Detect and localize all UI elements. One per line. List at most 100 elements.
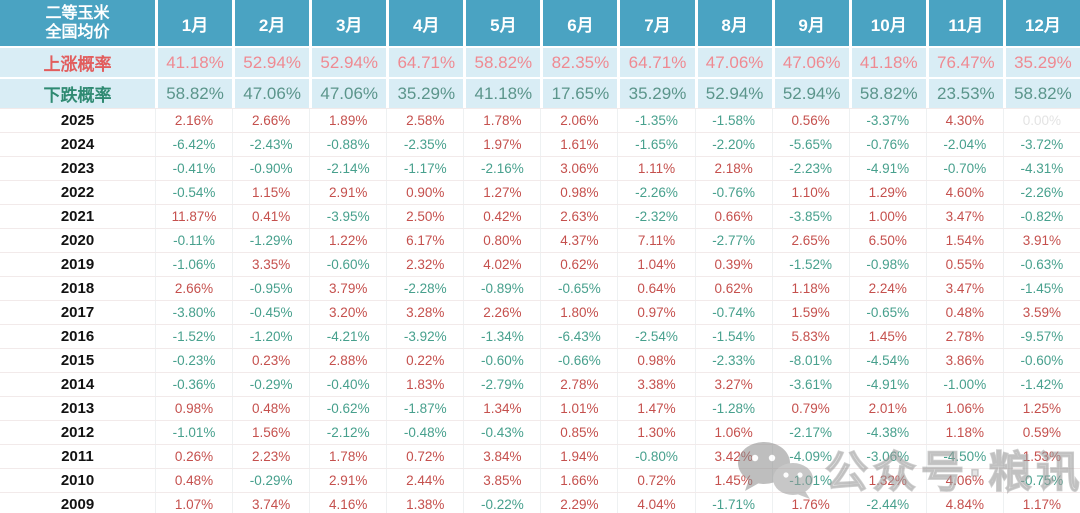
rise-probability-value: 47.06% <box>694 48 772 77</box>
value-cell: -0.75% <box>1002 469 1080 492</box>
value-cell: -2.33% <box>694 349 772 372</box>
value-cell: 0.90% <box>386 181 463 204</box>
value-cell: -3.61% <box>771 373 849 396</box>
value-cell: 3.74% <box>232 493 309 513</box>
value-cell: -3.72% <box>1002 133 1080 156</box>
value-cell: 4.02% <box>463 253 540 276</box>
value-cell: 1.89% <box>309 109 386 132</box>
value-cell: -0.90% <box>232 157 309 180</box>
value-cell: -3.85% <box>771 205 849 228</box>
value-cell: -1.20% <box>232 325 309 348</box>
value-cell: 1.78% <box>463 109 540 132</box>
value-cell: 1.30% <box>617 421 694 444</box>
value-cell: 1.18% <box>925 421 1003 444</box>
value-cell: 4.30% <box>925 109 1003 132</box>
month-header-6: 6月 <box>540 0 617 46</box>
month-header-1: 1月 <box>155 0 232 46</box>
year-label: 2019 <box>60 256 95 273</box>
month-header-11: 11月 <box>925 0 1003 46</box>
value-cell: -0.22% <box>463 493 540 513</box>
value-cell: -4.38% <box>848 421 926 444</box>
value-cell: 1.66% <box>540 469 617 492</box>
value-cell: 0.48% <box>925 301 1003 324</box>
year-row-2011: 2011 0.26% 2.23% 1.78% 0.72% 3.84% 1.94% -0.80%… <box>0 444 1080 468</box>
value-cell: 0.97% <box>617 301 694 324</box>
value-cell: -2.16% <box>463 157 540 180</box>
value-cell: -0.89% <box>463 277 540 300</box>
fall-probability-value: 58.82% <box>155 79 232 108</box>
value-cell: 7.11% <box>617 229 694 252</box>
value-cell: 0.72% <box>617 469 694 492</box>
value-cell: 6.50% <box>848 229 926 252</box>
value-cell: 1.27% <box>463 181 540 204</box>
value-cell: -3.95% <box>309 205 386 228</box>
value-cell: -1.52% <box>771 253 849 276</box>
year-label: 2018 <box>60 280 95 297</box>
value-cell: 1.54% <box>925 229 1003 252</box>
rise-probability-value: 64.71% <box>386 48 463 77</box>
value-cell: -0.76% <box>694 181 772 204</box>
value-cell: -0.40% <box>309 373 386 396</box>
value-cell: 0.98% <box>155 397 232 420</box>
value-cell: -2.20% <box>694 133 772 156</box>
value-cell: 0.41% <box>232 205 309 228</box>
year-row-2015: 2015 -0.23% 0.23% 2.88% 0.22% -0.60% -0.66% 0.9… <box>0 348 1080 372</box>
value-cell: 1.00% <box>848 205 926 228</box>
value-cell: 1.59% <box>771 301 849 324</box>
value-cell: -2.43% <box>232 133 309 156</box>
fall-probability-value: 58.82% <box>848 79 926 108</box>
value-cell: 1.07% <box>155 493 232 513</box>
fall-probability-value: 58.82% <box>1002 79 1080 108</box>
value-cell: 2.18% <box>694 157 772 180</box>
corner-title-line2: 全国均价 <box>45 24 110 41</box>
value-cell: -4.91% <box>848 157 926 180</box>
value-cell: -2.04% <box>925 133 1003 156</box>
year-row-2016: 2016 -1.52% -1.20% -4.21% -3.92% -1.34% -6.43%… <box>0 324 1080 348</box>
value-cell: 2.91% <box>309 469 386 492</box>
value-cell: 3.27% <box>694 373 772 396</box>
value-cell: -9.57% <box>1002 325 1080 348</box>
rise-probability-value: 64.71% <box>617 48 694 77</box>
value-cell: 1.04% <box>617 253 694 276</box>
value-cell: -2.54% <box>617 325 694 348</box>
year-row-2017: 2017 -3.80% -0.45% 3.20% 3.28% 2.26% 1.80% 0.97… <box>0 300 1080 324</box>
value-cell: 4.37% <box>540 229 617 252</box>
value-cell: -0.29% <box>232 469 309 492</box>
value-cell: -0.95% <box>232 277 309 300</box>
value-cell: 1.78% <box>309 445 386 468</box>
value-cell: -3.06% <box>848 445 926 468</box>
month-header-12: 12月 <box>1002 0 1080 46</box>
value-cell: 3.79% <box>309 277 386 300</box>
value-cell: 0.22% <box>386 349 463 372</box>
value-cell: 1.18% <box>771 277 849 300</box>
value-cell: -6.43% <box>540 325 617 348</box>
value-cell: -2.79% <box>463 373 540 396</box>
fall-probability-value: 17.65% <box>540 79 617 108</box>
year-row-2009: 2009 1.07% 3.74% 4.16% 1.38% -0.22% 2.29% 4.04%… <box>0 492 1080 513</box>
fall-probability-value: 52.94% <box>694 79 772 108</box>
value-cell: 2.24% <box>848 277 926 300</box>
value-cell: 0.59% <box>1002 421 1080 444</box>
rise-probability-value: 47.06% <box>771 48 849 77</box>
year-rows: 2025 2.16% 2.66% 1.89% 2.58% 1.78% 2.06% -1.35%… <box>0 108 1080 513</box>
month-header-8: 8月 <box>694 0 772 46</box>
value-cell: -2.26% <box>617 181 694 204</box>
value-cell: 1.38% <box>386 493 463 513</box>
value-cell: 3.59% <box>1002 301 1080 324</box>
value-cell: -2.44% <box>848 493 926 513</box>
value-cell: -1.01% <box>771 469 849 492</box>
value-cell: 4.06% <box>925 469 1003 492</box>
rise-probability-label: 上涨概率 <box>43 55 112 74</box>
value-cell: -0.82% <box>1002 205 1080 228</box>
value-cell: 4.60% <box>925 181 1003 204</box>
year-label: 2014 <box>60 376 95 393</box>
value-cell: -3.92% <box>386 325 463 348</box>
value-cell: 1.61% <box>540 133 617 156</box>
year-label: 2015 <box>60 352 95 369</box>
value-cell: 1.22% <box>309 229 386 252</box>
month-header-4: 4月 <box>386 0 463 46</box>
year-label: 2011 <box>61 448 94 465</box>
value-cell: -3.37% <box>848 109 926 132</box>
value-cell: -2.28% <box>386 277 463 300</box>
